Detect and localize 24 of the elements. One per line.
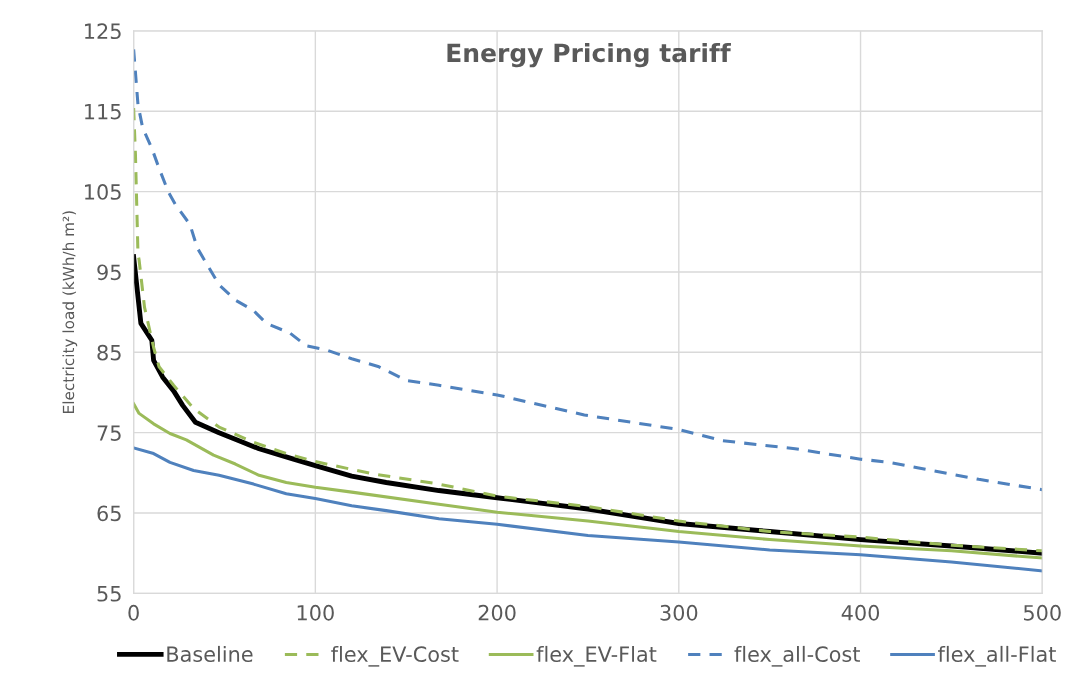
x-tick-label: 300	[660, 604, 698, 621]
legend-label: flex_EV-Cost	[331, 645, 459, 667]
line-series	[133, 106, 1043, 553]
legend-label: flex_EV-Flat	[536, 645, 657, 667]
line-series	[133, 402, 1043, 560]
x-tick-label: 0	[128, 604, 139, 621]
x-tick-label: 100	[297, 604, 334, 621]
y-axis-title: Electricity load (kWh/h m²)	[62, 211, 78, 413]
y-tick-label: 65	[97, 505, 121, 522]
legend-label: flex_all-Cost	[734, 645, 860, 667]
y-tick-label: 55	[97, 586, 121, 602]
legend-label: Baseline	[167, 645, 253, 663]
x-tick-label: 400	[841, 604, 880, 621]
y-tick-label: 115	[85, 103, 121, 120]
y-tick-label: 85	[97, 344, 121, 361]
y-tick-label: 125	[85, 23, 121, 40]
y-tick-label: 105	[85, 184, 121, 200]
line-series	[133, 446, 1043, 573]
chart-title: Energy Pricing tariff	[447, 42, 731, 68]
legend-label: flex_all-Flat	[938, 645, 1056, 667]
x-tick-label: 200	[478, 604, 516, 621]
y-tick-label: 75	[97, 425, 121, 441]
x-tick-label: 500	[1024, 604, 1061, 621]
y-tick-label: 95	[97, 264, 121, 281]
